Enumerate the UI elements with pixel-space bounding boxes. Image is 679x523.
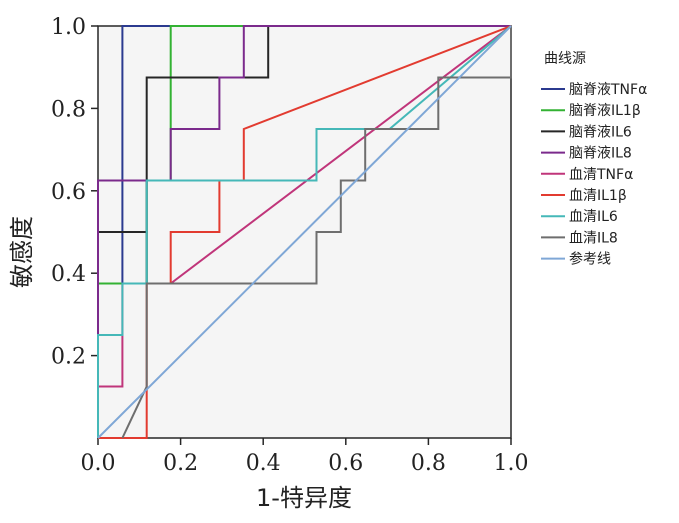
legend-label: 参考线 bbox=[569, 251, 611, 268]
x-tick-label: 0.2 bbox=[163, 451, 198, 476]
series-line-6 bbox=[97, 25, 512, 438]
legend-label: 血清IL8 bbox=[569, 230, 618, 246]
y-tick-label: 1.0 bbox=[51, 15, 86, 40]
y-tick-label: 0.4 bbox=[51, 262, 86, 287]
y-tick-label: 0.8 bbox=[51, 97, 86, 122]
series-line-7 bbox=[121, 26, 512, 439]
legend-label: 脑脊液IL6 bbox=[569, 124, 632, 140]
legend-label: 脑脊液IL1β bbox=[569, 103, 641, 119]
series-line-8 bbox=[97, 25, 512, 439]
series-line-5 bbox=[98, 25, 512, 439]
legend-title: 曲线源 bbox=[544, 51, 586, 67]
legend: 曲线源 脑脊液TNFα 脑脊液IL1β 脑脊液IL6 脑脊液IL8 血清TNFα 血清IL… bbox=[541, 51, 647, 268]
x-tick-label: 0.8 bbox=[411, 451, 446, 476]
legend-label: 脑脊液TNFα bbox=[569, 82, 647, 98]
x-tick-label: 0.6 bbox=[328, 451, 363, 476]
series-line-3 bbox=[97, 25, 511, 438]
axis-ticks: 0.0 0.2 0.4 0.6 0.8 1.0 0.2 0.4 0.6 0.8 1.0 bbox=[51, 15, 529, 476]
legend-items: 脑脊液TNFα 脑脊液IL1β 脑脊液IL6 脑脊液IL8 血清TNFα 血清IL1β 血清… bbox=[541, 82, 647, 268]
y-tick-label: 0.6 bbox=[51, 180, 86, 205]
x-tick-label: 0.0 bbox=[81, 451, 116, 476]
legend-label: 血清TNFα bbox=[569, 167, 633, 183]
legend-label: 血清IL6 bbox=[569, 209, 618, 225]
x-tick-label: 1.0 bbox=[494, 451, 529, 476]
y-axis-title: 敏感度 bbox=[8, 216, 36, 288]
legend-label: 血清IL1β bbox=[569, 188, 627, 204]
x-tick-label: 0.4 bbox=[246, 451, 281, 476]
series-lines bbox=[97, 25, 512, 439]
y-tick-label: 0.2 bbox=[51, 345, 86, 370]
legend-label: 脑脊液IL8 bbox=[569, 146, 632, 162]
x-axis-title: 1-特异度 bbox=[256, 484, 352, 512]
